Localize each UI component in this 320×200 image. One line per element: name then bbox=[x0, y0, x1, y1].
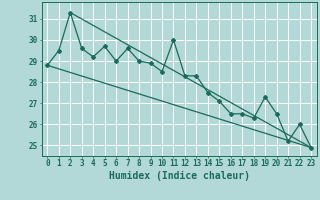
X-axis label: Humidex (Indice chaleur): Humidex (Indice chaleur) bbox=[109, 171, 250, 181]
